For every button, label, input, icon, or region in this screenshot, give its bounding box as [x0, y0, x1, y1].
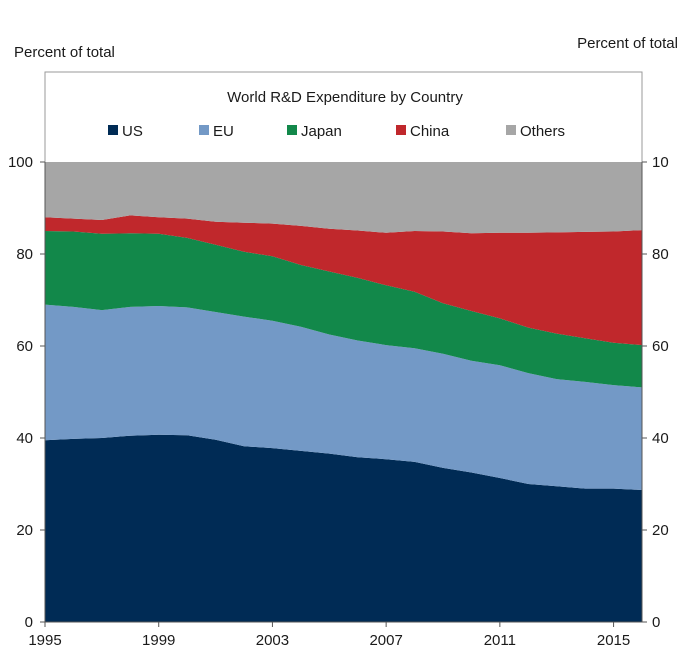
legend-swatch: [506, 125, 516, 135]
area-eu: [45, 304, 642, 490]
legend-label: China: [410, 123, 450, 140]
area-china: [45, 215, 642, 346]
legend-swatch: [199, 125, 209, 135]
legend-label: US: [122, 123, 143, 140]
right-axis-label: Percent of total: [577, 35, 678, 52]
legend-swatch: [108, 125, 118, 135]
left-y-tick-label: 60: [16, 338, 33, 355]
legend: US EU Japan China Others: [108, 123, 565, 140]
area-us: [45, 434, 642, 622]
right-y-tick-label: 20: [652, 522, 669, 539]
axes-group: 0 0 20 20 40 40 60 60 80 80 100 10 1995 1999 2003 2007 2…: [8, 154, 669, 649]
area-others: [45, 162, 642, 234]
legend-swatch: [287, 125, 297, 135]
legend-item-eu: EU: [199, 123, 234, 140]
x-tick-label: 2011: [484, 632, 516, 649]
area-series-group: [45, 162, 642, 622]
x-tick-label: 2007: [369, 632, 402, 649]
area-japan: [45, 231, 642, 388]
x-tick-label: 1995: [28, 632, 61, 649]
legend-label: Others: [520, 123, 565, 140]
left-y-tick-label: 20: [16, 522, 33, 539]
right-y-tick-label: 10: [652, 154, 669, 171]
legend-item-us: US: [108, 123, 143, 140]
legend-item-others: Others: [506, 123, 565, 140]
left-axis-label: Percent of total: [14, 44, 115, 61]
left-y-tick-label: 0: [25, 614, 33, 631]
x-tick-label: 2003: [256, 632, 289, 649]
left-y-tick-label: 100: [8, 154, 33, 171]
left-y-tick-label: 80: [16, 246, 33, 263]
right-y-tick-label: 80: [652, 246, 669, 263]
x-tick-label: 1999: [142, 632, 175, 649]
legend-item-china: China: [396, 123, 450, 140]
right-y-tick-label: 0: [652, 614, 660, 631]
legend-label: EU: [213, 123, 234, 140]
legend-swatch: [396, 125, 406, 135]
chart-title: World R&D Expenditure by Country: [227, 89, 463, 106]
legend-item-japan: Japan: [287, 123, 342, 140]
legend-label: Japan: [301, 123, 342, 140]
right-y-tick-label: 60: [652, 338, 669, 355]
x-tick-label: 2015: [597, 632, 630, 649]
left-y-tick-label: 40: [16, 430, 33, 447]
right-y-tick-label: 40: [652, 430, 669, 447]
